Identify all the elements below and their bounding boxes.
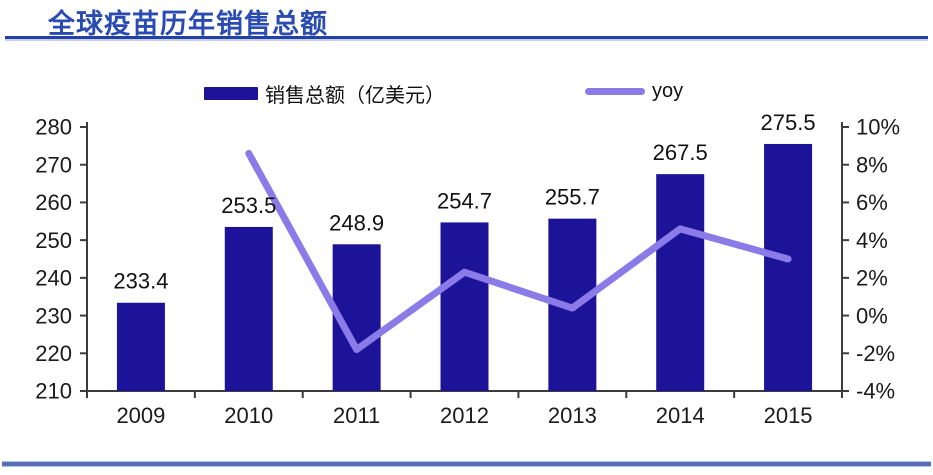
right-axis-tick-label: -2%: [856, 341, 895, 366]
x-axis-label: 2014: [656, 403, 705, 428]
left-axis-tick-label: 280: [35, 115, 72, 140]
bar-2014: [656, 174, 705, 391]
bar-2012: [440, 222, 489, 391]
bar-2009: [116, 302, 165, 391]
right-axis-tick-label: -4%: [856, 379, 895, 404]
bar-value-label: 255.7: [545, 185, 600, 210]
legend-item-yoy: yoy: [585, 80, 683, 103]
bar-series-swatch: [204, 87, 258, 100]
legend-item-sales: 销售总额（亿美元）: [204, 79, 445, 108]
legend-label-sales: 销售总额（亿美元）: [265, 85, 445, 107]
x-axis-label: 2015: [764, 403, 813, 428]
right-axis-tick-label: 4%: [856, 228, 888, 253]
left-axis-tick-label: 250: [35, 228, 72, 253]
left-axis-tick-label: 210: [35, 379, 72, 404]
x-axis-label: 2009: [116, 403, 165, 428]
right-axis-tick-label: 10%: [856, 115, 900, 140]
x-axis-label: 2011: [333, 403, 380, 428]
left-axis-tick-label: 240: [35, 266, 72, 291]
bar-2015: [764, 143, 813, 391]
bottom-rule: [2, 462, 931, 466]
left-axis-tick-label: 230: [35, 303, 72, 328]
right-axis-tick-label: 6%: [856, 190, 888, 215]
bar-value-label: 253.5: [221, 193, 276, 218]
yoy-line: [245, 149, 792, 354]
page-title: 全球疫苗历年销售总额: [48, 9, 328, 39]
left-axis-tick-label: 270: [35, 152, 72, 177]
bar-value-label: 267.5: [653, 140, 708, 165]
bar-value-label: 233.4: [113, 269, 168, 294]
x-axis-label: 2013: [548, 403, 597, 428]
bar-value-label: 248.9: [329, 210, 384, 235]
right-axis-tick-label: 0%: [856, 303, 888, 328]
right-axis-tick-label: 8%: [856, 152, 888, 177]
left-axis-tick-label: 220: [35, 341, 72, 366]
title-underline: [5, 36, 928, 39]
right-axis-tick-label: 2%: [856, 266, 888, 291]
legend-label-yoy: yoy: [652, 80, 684, 102]
x-axis-label: 2010: [224, 403, 273, 428]
bar-value-label: 254.7: [437, 188, 492, 213]
bar-value-label: 275.5: [761, 110, 816, 135]
line-series-swatch: [585, 88, 645, 95]
left-axis-tick-label: 260: [35, 190, 72, 215]
bar-2010: [224, 226, 273, 391]
x-axis-label: 2012: [440, 403, 489, 428]
